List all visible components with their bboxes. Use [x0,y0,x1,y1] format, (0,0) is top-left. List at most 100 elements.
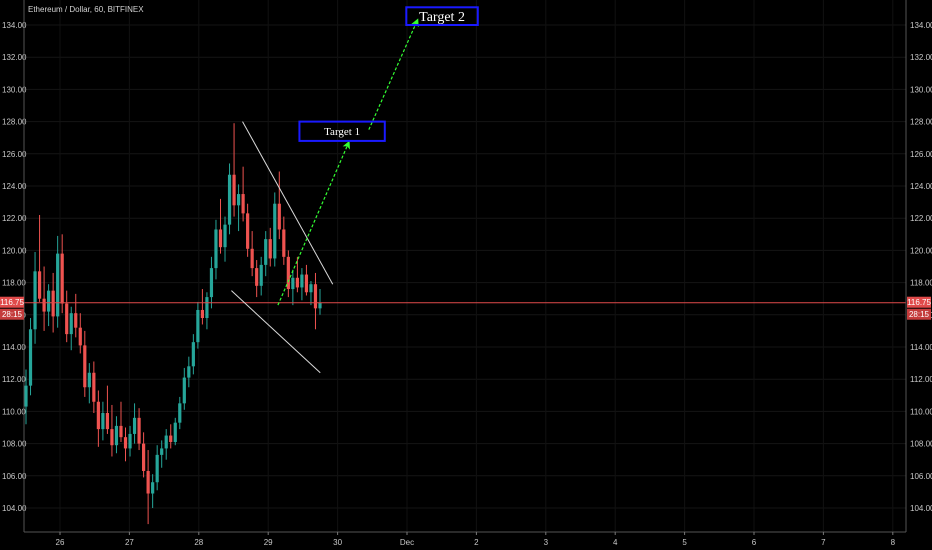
candle-body [268,239,272,259]
right-price-tick: 108.00 [910,440,932,449]
candle-body [173,422,177,442]
candle-body [51,290,55,317]
right-price-tick: 118.00 [910,279,932,288]
time-tick-label: 8 [891,538,896,547]
candle-body [304,274,309,293]
candle-body [264,239,268,265]
candle-body [132,417,137,434]
candle-body [223,224,227,248]
candle-body [146,470,150,494]
time-tick-label: 6 [752,538,757,547]
candle-body [273,203,277,259]
chart-grid [24,0,906,532]
candle-body [313,284,318,309]
chart-title: Ethereum / Dollar, 60, BITFINEX [28,5,144,14]
time-tick-label: 2 [474,538,479,547]
time-tick-label: 30 [333,538,342,547]
candle-body [92,372,96,402]
candle-body [123,437,128,449]
candle-body [259,264,263,286]
candlestick-series [24,123,322,525]
arrow-to-target-1 [277,140,350,306]
candle-body [282,229,286,257]
time-tick-label: Dec [400,538,414,547]
right-price-tag: 116.75 [907,298,931,307]
left-price-tick: 108.00 [2,440,27,449]
left-price-tick: 122.00 [2,214,27,223]
candle-body [60,253,64,304]
candle-body [227,174,232,225]
candle-body [151,482,155,494]
right-price-tick: 122.00 [910,214,932,223]
candle-body [33,271,37,330]
right-price-tick: 112.00 [910,375,932,384]
right-price-tick: 130.00 [910,85,932,94]
candle-body [101,413,105,430]
candle-body [295,277,299,288]
target-2-label: Target 2 [419,10,465,25]
right-price-tag-bg [907,296,931,308]
right-price-tick: 126.00 [910,150,932,159]
right-price-tick: 106.00 [910,472,932,481]
candle-body [142,443,146,471]
candle-body [114,425,119,446]
right-price-tick: 114.00 [910,343,932,352]
candle-body [155,454,159,483]
left-price-tick: 114.00 [2,343,26,352]
candle-body [83,345,87,388]
candle-body [236,194,241,206]
candle-body [191,342,195,367]
left-price-tag: 116.75 [0,298,24,307]
right-countdown-tag-bg [907,308,931,320]
candle-body [96,401,100,430]
upper-trend-line [242,121,334,285]
candle-body [47,290,51,312]
time-tick-label: 26 [56,538,65,547]
candle-body [246,213,250,249]
candle-body [105,413,110,430]
candle-body [205,297,209,319]
candle-body [250,248,254,269]
time-tick-label: 3 [544,538,549,547]
candle-body [182,377,186,404]
time-tick-label: 28 [194,538,203,547]
right-price-tick: 104.00 [910,504,932,513]
candle-body [37,271,42,299]
right-price-tick: 124.00 [910,182,932,191]
candle-body [196,309,200,343]
lower-trend-line [231,290,321,374]
time-axis[interactable]: 26 27 28 29 30 Dec 2 3 4 5 6 7 8 [24,531,906,547]
left-price-tag-bg [0,296,24,308]
left-price-tick: 132.00 [2,53,27,62]
candle-body [169,435,173,442]
right-price-tick: 134.00 [910,21,932,30]
candle-body [164,435,168,449]
candle-body [119,425,123,438]
candle-body [178,403,182,423]
candle-body [300,274,304,288]
left-countdown-tag: 28:15 [2,310,23,319]
left-price-tick: 124.00 [2,182,27,191]
right-price-tick: 128.00 [910,118,932,127]
candle-body [309,284,313,293]
candle-body [286,256,290,290]
candle-body [24,385,28,407]
left-price-tick: 112.00 [2,375,26,384]
candle-body [78,327,82,346]
candle-body [241,194,245,214]
time-tick-label: 4 [613,538,618,547]
left-price-tick: 110.00 [2,407,26,416]
candle-body [277,203,281,230]
time-tick-label: 5 [682,538,687,547]
candle-body [200,309,204,319]
candle-body [28,329,33,386]
candle-body [74,313,78,328]
left-countdown-tag-bg [0,308,24,320]
left-price-tick: 106.00 [2,472,27,481]
candle-body [187,366,191,378]
right-price-tick: 132.00 [910,53,932,62]
left-price-tick: 118.00 [2,279,26,288]
candle-body [160,448,164,455]
time-tick-label: 29 [264,538,273,547]
